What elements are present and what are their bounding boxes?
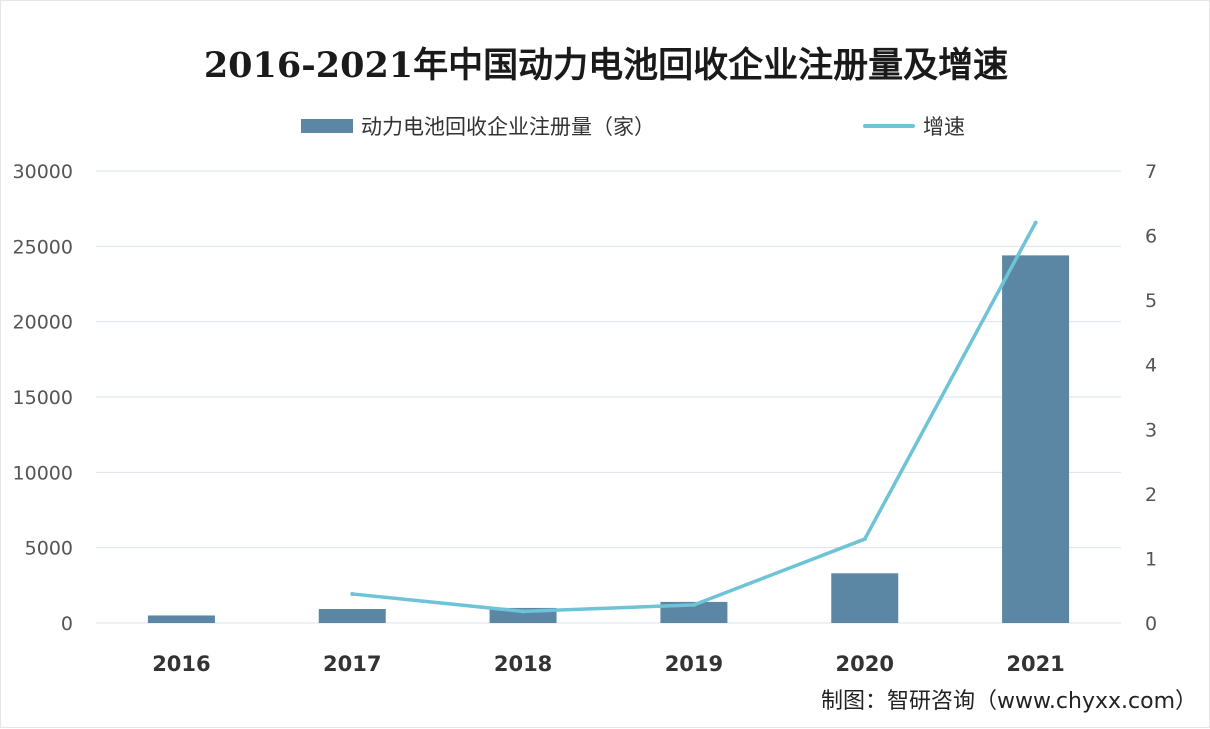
- legend-label-bar: 动力电池回收企业注册量（家）: [361, 115, 655, 139]
- x-tick-label: 2017: [323, 652, 381, 676]
- growth-point: [521, 609, 526, 614]
- y-right-tick-label: 2: [1145, 484, 1157, 506]
- legend-item-line: 增速: [863, 111, 965, 141]
- bar: [831, 573, 899, 623]
- legend-swatch-line: [863, 124, 915, 128]
- y-left-tick-label: 15000: [13, 387, 73, 409]
- bar: [147, 615, 215, 623]
- y-left-tick-label: 0: [61, 613, 73, 635]
- source-credit: 制图：智研咨询（www.chyxx.com）: [820, 689, 1197, 714]
- x-tick-label: 2019: [665, 652, 723, 676]
- y-right-tick-label: 4: [1145, 355, 1157, 377]
- legend-swatch-bar: [301, 119, 353, 133]
- growth-point: [691, 602, 696, 607]
- chart-title: 2016-2021年中国动力电池回收企业注册量及增速: [203, 45, 1009, 86]
- growth-point: [350, 591, 355, 596]
- y-left-tick-label: 5000: [25, 538, 73, 560]
- y-right-tick-label: 7: [1145, 161, 1157, 183]
- y-right-tick-label: 5: [1145, 290, 1157, 312]
- y-left-tick-label: 25000: [13, 236, 73, 258]
- legend-item-bar: 动力电池回收企业注册量（家）: [301, 111, 655, 141]
- bar: [318, 608, 386, 623]
- chart-legend: 动力电池回收企业注册量（家） 增速: [1, 111, 1210, 145]
- y-right-tick-label: 6: [1145, 226, 1157, 248]
- growth-line: [350, 220, 1038, 614]
- x-tick-label: 2021: [1006, 652, 1064, 676]
- y-left-tick-label: 20000: [13, 312, 73, 334]
- y-left-tick-label: 30000: [13, 161, 73, 183]
- y-right-tick-label: 1: [1145, 548, 1157, 570]
- x-tick-label: 2018: [494, 652, 552, 676]
- growth-point: [862, 537, 867, 542]
- bar: [1002, 255, 1070, 623]
- growth-point: [1033, 220, 1038, 225]
- x-tick-label: 2016: [152, 652, 210, 676]
- y-left-tick-label: 10000: [13, 462, 73, 484]
- y-right-tick-label: 0: [1145, 613, 1157, 635]
- legend-label-line: 增速: [923, 115, 965, 139]
- y-right-tick-label: 3: [1145, 419, 1157, 441]
- x-tick-label: 2020: [836, 652, 894, 676]
